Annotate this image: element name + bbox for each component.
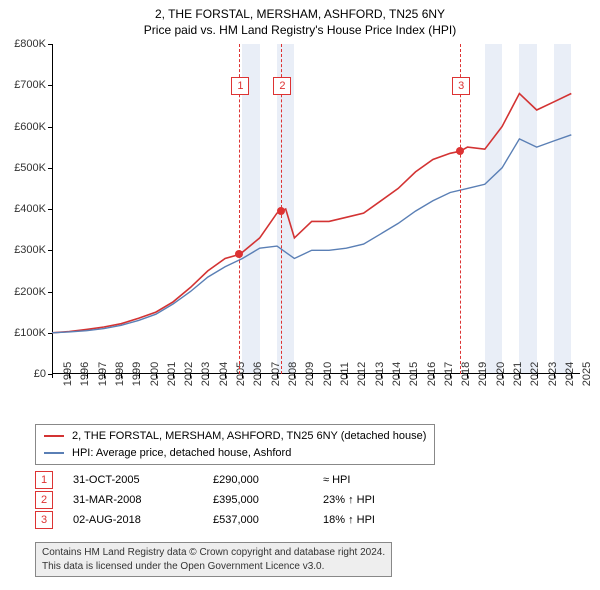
y-tick-label: £0 [34, 368, 52, 380]
event-marker: 3 [452, 77, 470, 95]
attribution-line2: This data is licensed under the Open Gov… [42, 560, 385, 574]
plot-area: £0£100K£200K£300K£400K£500K£600K£700K£80… [52, 44, 580, 374]
event-row-price: £395,000 [213, 494, 323, 506]
legend-label: 2, THE FORSTAL, MERSHAM, ASHFORD, TN25 6… [72, 428, 426, 445]
event-dot [277, 207, 285, 215]
series-subject [52, 94, 571, 333]
event-row-date: 31-OCT-2005 [73, 474, 213, 486]
attribution-line1: Contains HM Land Registry data © Crown c… [42, 546, 385, 560]
event-row-price: £537,000 [213, 514, 323, 526]
title-line2: Price paid vs. HM Land Registry's House … [0, 22, 600, 38]
event-row: 3 02-AUG-2018£537,00018% ↑ HPI [35, 510, 375, 530]
y-tick-label: £200K [14, 286, 52, 298]
attribution: Contains HM Land Registry data © Crown c… [35, 542, 392, 577]
event-row-num: 1 [35, 471, 53, 489]
event-row-num: 3 [35, 511, 53, 529]
series-hpi [52, 135, 571, 333]
legend: 2, THE FORSTAL, MERSHAM, ASHFORD, TN25 6… [35, 424, 435, 465]
event-dot [235, 250, 243, 258]
title-line1: 2, THE FORSTAL, MERSHAM, ASHFORD, TN25 6… [0, 6, 600, 22]
chart-svg [52, 44, 580, 374]
event-row: 1 31-OCT-2005£290,000≈ HPI [35, 470, 375, 490]
legend-label: HPI: Average price, detached house, Ashf… [72, 445, 291, 462]
event-row-num: 2 [35, 491, 53, 509]
legend-item: HPI: Average price, detached house, Ashf… [44, 445, 426, 462]
y-tick-label: £800K [14, 38, 52, 50]
events-table: 1 31-OCT-2005£290,000≈ HPI 2 31-MAR-2008£39… [35, 470, 375, 530]
y-tick-label: £500K [14, 162, 52, 174]
y-tick-label: £400K [14, 203, 52, 215]
legend-swatch [44, 452, 64, 454]
event-row-date: 02-AUG-2018 [73, 514, 213, 526]
y-tick-label: £600K [14, 121, 52, 133]
event-row-note: 18% ↑ HPI [323, 514, 375, 526]
legend-swatch [44, 435, 64, 437]
event-row-note: ≈ HPI [323, 474, 350, 486]
event-row-date: 31-MAR-2008 [73, 494, 213, 506]
event-row-note: 23% ↑ HPI [323, 494, 375, 506]
y-tick-label: £300K [14, 244, 52, 256]
event-dot [456, 147, 464, 155]
legend-item: 2, THE FORSTAL, MERSHAM, ASHFORD, TN25 6… [44, 428, 426, 445]
event-row-price: £290,000 [213, 474, 323, 486]
event-marker: 2 [273, 77, 291, 95]
event-row: 2 31-MAR-2008£395,00023% ↑ HPI [35, 490, 375, 510]
event-marker: 1 [231, 77, 249, 95]
chart-title: 2, THE FORSTAL, MERSHAM, ASHFORD, TN25 6… [0, 0, 600, 38]
y-tick-label: £700K [14, 79, 52, 91]
y-tick-label: £100K [14, 327, 52, 339]
